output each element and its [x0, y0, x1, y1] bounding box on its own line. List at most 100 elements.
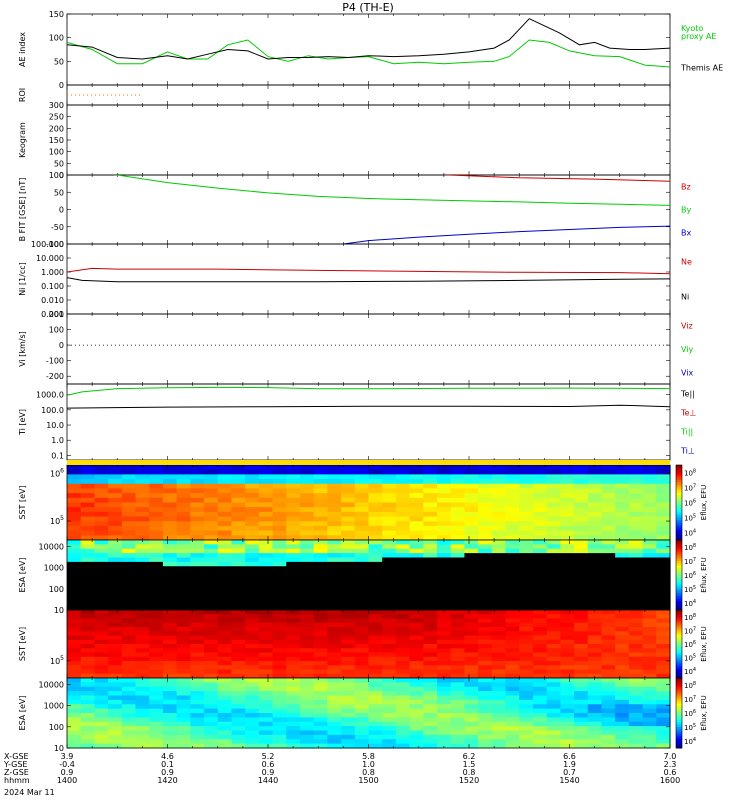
- heatmap-cell: [286, 493, 301, 499]
- heatmap-cell: [149, 511, 164, 518]
- heatmap-cell: [491, 497, 507, 504]
- heatmap-cell: [409, 596, 424, 602]
- heatmap-cell: [395, 717, 411, 723]
- heatmap-cell: [505, 695, 520, 701]
- heatmap-cell: [368, 661, 383, 666]
- heatmap-cell: [368, 601, 383, 607]
- heatmap-cell: [628, 465, 644, 471]
- heatmap-cell: [67, 474, 82, 480]
- heatmap-cell: [368, 682, 383, 688]
- heatmap-cell: [327, 474, 342, 480]
- heatmap-cell: [450, 548, 466, 554]
- heatmap-cell: [409, 570, 424, 576]
- heatmap-cell: [560, 469, 575, 475]
- heatmap-cell: [245, 691, 260, 697]
- heatmap-cell: [204, 618, 219, 624]
- heatmap-cell: [656, 678, 671, 683]
- heatmap-cell: [587, 704, 603, 710]
- heatmap-cell: [505, 553, 520, 559]
- heatmap-cell: [409, 521, 424, 527]
- heatmap-cell: [478, 479, 493, 485]
- heatmap-cell: [368, 583, 383, 589]
- colorbar-segment: [676, 477, 682, 481]
- heatmap-cell: [354, 561, 370, 567]
- heatmap-cell: [245, 553, 260, 559]
- heatmap-cell: [149, 507, 164, 513]
- colorbar-segment: [676, 591, 682, 595]
- heatmap-cell: [423, 525, 438, 532]
- heatmap-cell: [574, 639, 589, 645]
- heatmap-cell: [94, 631, 109, 637]
- heatmap-cell: [190, 726, 205, 732]
- heatmap-cell: [135, 739, 150, 745]
- heatmap-cell: [108, 726, 123, 732]
- heatmap-cell: [395, 691, 411, 697]
- heatmap-cell: [409, 644, 424, 649]
- heatmap-cell: [94, 497, 109, 504]
- heatmap-cell: [642, 635, 657, 641]
- heatmap-cell: [354, 601, 370, 607]
- heatmap-cell: [162, 535, 178, 541]
- heatmap-cell: [423, 644, 438, 649]
- heatmap-cell: [491, 734, 507, 740]
- heatmap-cell: [327, 614, 342, 620]
- heatmap-cell: [135, 521, 150, 527]
- heatmap-cell: [258, 699, 274, 705]
- heatmap-cell: [67, 614, 82, 620]
- heatmap-cell: [94, 734, 109, 740]
- heatmap-cell: [423, 678, 438, 683]
- heatmap-cell: [313, 483, 328, 490]
- heatmap-cell: [587, 592, 603, 598]
- heatmap-cell: [464, 583, 479, 589]
- heatmap-cell: [176, 713, 191, 718]
- heatmap-cell: [354, 479, 370, 485]
- heatmap-cell: [587, 588, 603, 594]
- heatmap-cell: [94, 678, 109, 683]
- heatmap-cell: [587, 717, 603, 723]
- heatmap-cell: [286, 557, 301, 563]
- heatmap-cell: [286, 730, 301, 736]
- heatmap-cell: [519, 734, 534, 740]
- heatmap-cell: [190, 708, 205, 714]
- heatmap-cell: [491, 483, 507, 490]
- heatmap-cell: [642, 726, 657, 732]
- heatmap-cell: [327, 525, 342, 532]
- heatmap-cell: [395, 682, 411, 688]
- heatmap-cell: [217, 488, 233, 494]
- heatmap-cell: [546, 588, 561, 594]
- heatmap-cell: [628, 605, 644, 611]
- heatmap-cell: [162, 656, 178, 662]
- heatmap-cell: [395, 474, 411, 480]
- heatmap-cell: [464, 548, 479, 554]
- heatmap-cell: [176, 682, 191, 688]
- heatmap-cell: [190, 592, 205, 598]
- heatmap-cell: [204, 669, 219, 675]
- heatmap-cell: [532, 717, 548, 723]
- heatmap-cell: [80, 665, 96, 671]
- heatmap-cell: [395, 493, 411, 499]
- heatmap-cell: [67, 644, 82, 649]
- heatmap-cell: [94, 525, 109, 532]
- heatmap-cell: [491, 479, 507, 485]
- colorbar-segment: [676, 572, 682, 576]
- heatmap-cell: [67, 682, 82, 688]
- heatmap-cell: [423, 691, 438, 697]
- heatmap-cell: [382, 717, 397, 723]
- heatmap-cell: [354, 474, 370, 480]
- heatmap-cell: [491, 648, 507, 654]
- heatmap-cell: [272, 652, 287, 658]
- heatmap-cell: [642, 502, 657, 508]
- heatmap-cell: [587, 730, 603, 736]
- heatmap-cell: [532, 516, 548, 522]
- heatmap-cell: [437, 570, 452, 576]
- colorbar-segment: [676, 575, 682, 578]
- heatmap-cell: [628, 469, 644, 475]
- heatmap-cell: [245, 479, 260, 485]
- heatmap-cell: [94, 721, 109, 727]
- heatmap-cell: [395, 704, 411, 710]
- heatmap-cell: [546, 691, 561, 697]
- heatmap-cell: [478, 682, 493, 688]
- heatmap-cell: [354, 639, 370, 645]
- heatmap-cell: [176, 614, 191, 620]
- heatmap-cell: [176, 474, 191, 480]
